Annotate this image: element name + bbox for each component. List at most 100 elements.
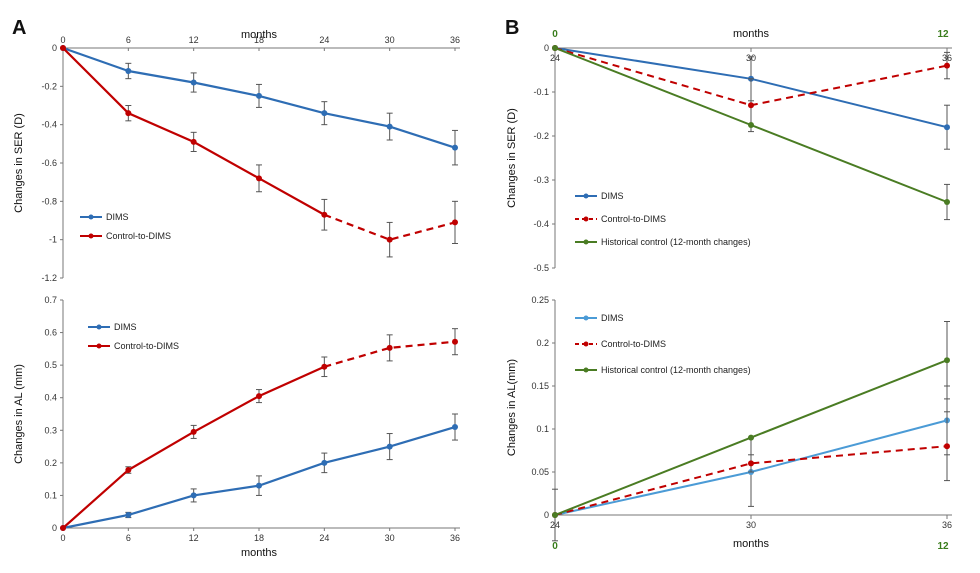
- B-bottom-y-title: Changes in AL(mm): [506, 359, 518, 456]
- A-top-data-point: [452, 144, 458, 151]
- B-top-y-tick-label: -0.2: [533, 131, 549, 141]
- A-bottom-data-point: [256, 482, 262, 489]
- B-bottom-x-tick-label: 36: [942, 520, 952, 530]
- B-bottom-legend-label: DIMS: [601, 313, 624, 323]
- A-bottom-data-point: [386, 344, 393, 351]
- B-top-data-point: [748, 102, 754, 109]
- A-top-data-point: [125, 110, 132, 117]
- A-top-data-point: [386, 123, 393, 130]
- A-bottom-x-tick-label: 6: [126, 533, 131, 543]
- A-bottom-series-line-dashed-1: [324, 340, 456, 368]
- B-top-x-title: months: [733, 28, 770, 40]
- B-bottom-green-tick-label: 0: [552, 541, 558, 552]
- A-top-x-tick-label: 18: [254, 35, 264, 45]
- B-bottom-y-tick-label: 0: [544, 510, 549, 520]
- A-bottom-legend-marker: [96, 343, 102, 349]
- A-top-data-point: [386, 236, 393, 243]
- B-top-green-tick-label: 12: [937, 29, 949, 40]
- B-top-y-tick-label: -0.3: [533, 175, 549, 185]
- A-top-y-tick-label: -1: [49, 235, 57, 245]
- plots: 0 -0.2 -0.4 -0.6 -0.8 -1 -1.2 0 6 12 18 24 30 36 month…: [13, 28, 952, 559]
- B-top-legend-marker: [583, 216, 589, 222]
- B-top-legend-label: Control-to-DIMS: [601, 214, 666, 224]
- panel-b-letter: B: [505, 17, 519, 39]
- A-top-data-point: [60, 45, 66, 51]
- A-bottom-legend-marker: [96, 324, 102, 330]
- A-top-y-tick-label: -0.6: [41, 158, 57, 168]
- B-top-y-title: Changes in SER (D): [506, 108, 518, 208]
- B-top-y-tick-label: -0.5: [533, 263, 549, 273]
- B-top-green-tick-label: 0: [552, 29, 558, 40]
- A-bottom-data-point: [125, 511, 132, 518]
- B-bottom-x-tick-label: 30: [746, 520, 756, 530]
- A-bottom-data-point: [256, 393, 262, 400]
- A-bottom-data-point: [386, 443, 393, 450]
- A-bottom-data-point: [60, 525, 66, 531]
- panel-a-letter: A: [12, 17, 26, 39]
- A-top-data-point: [256, 92, 262, 99]
- A-bottom-x-title: months: [241, 547, 278, 559]
- A-top-legend-marker: [88, 214, 94, 220]
- A-top-data-point: [190, 79, 197, 86]
- A-top-x-tick-label: 30: [385, 35, 395, 45]
- B-top-data-point: [552, 45, 558, 51]
- B-top-legend-label: DIMS: [601, 191, 624, 201]
- A-bottom-legend-label: DIMS: [114, 322, 137, 332]
- A-top-y-tick-label: -1.2: [41, 273, 57, 283]
- B-bottom-data-point: [748, 434, 754, 441]
- A-top-x-tick-label: 24: [319, 35, 329, 45]
- A-bottom-x-tick-label: 24: [319, 533, 329, 543]
- A-top-x-tick-label: 6: [126, 35, 131, 45]
- A-top-x-title: months: [241, 29, 278, 41]
- A-bottom-y-title: Changes in AL (mm): [13, 364, 25, 464]
- A-bottom-y-tick-label: 0.1: [44, 490, 57, 500]
- A-bottom-data-point: [321, 459, 328, 466]
- A-bottom-data-point: [452, 338, 458, 345]
- A-top-data-point: [321, 211, 328, 218]
- A-bottom-series-line-1: [62, 365, 325, 529]
- B-bottom-y-tick-label: 0.25: [531, 295, 549, 305]
- A-top-x-tick-label: 0: [60, 35, 65, 45]
- A-bottom-data-point: [125, 467, 132, 474]
- B-top-x-tick-label: 24: [550, 53, 560, 63]
- B-top-data-point: [748, 122, 754, 128]
- B-bottom-y-tick-label: 0.1: [536, 424, 549, 434]
- B-bottom-data-point: [944, 443, 950, 450]
- B-bottom-green-tick-label: 12: [937, 541, 949, 552]
- A-top-legend-label: Control-to-DIMS: [106, 231, 171, 241]
- B-bottom-data-point: [552, 512, 558, 518]
- B-top-data-point: [944, 62, 950, 69]
- A-bottom-y-tick-label: 0.6: [44, 328, 57, 338]
- A-top-data-point: [452, 219, 458, 226]
- A-bottom-data-point: [321, 363, 328, 370]
- A-bottom-y-tick-label: 0.2: [44, 458, 57, 468]
- A-top-legend-label: DIMS: [106, 212, 129, 222]
- B-top-legend-marker: [583, 239, 589, 245]
- B-bottom-legend-label: Control-to-DIMS: [601, 339, 666, 349]
- B-top-legend-marker: [583, 193, 589, 199]
- B-bottom-data-point: [944, 357, 950, 364]
- A-top-data-point: [256, 175, 262, 182]
- B-bottom-legend-marker: [583, 367, 589, 373]
- A-top-series-line-dashed-1: [323, 213, 456, 241]
- B-bottom-legend-marker: [583, 315, 589, 321]
- A-top-y-tick-label: -0.2: [41, 81, 57, 91]
- B-bottom-y-tick-label: 0.05: [531, 467, 549, 477]
- B-bottom-data-point: [748, 460, 754, 467]
- A-bottom-x-tick-label: 0: [60, 533, 65, 543]
- B-top-data-point: [944, 124, 950, 131]
- A-bottom-x-tick-label: 18: [254, 533, 264, 543]
- A-top-data-point: [321, 110, 328, 117]
- A-bottom-x-tick-label: 12: [189, 533, 199, 543]
- B-bottom-legend-label: Historical control (12-month changes): [601, 365, 751, 375]
- A-bottom-y-tick-label: 0: [52, 523, 57, 533]
- B-top-data-point: [944, 199, 950, 205]
- B-bottom-y-tick-label: 0.15: [531, 381, 549, 391]
- A-bottom-data-point: [452, 424, 458, 431]
- A-bottom-x-tick-label: 30: [385, 533, 395, 543]
- A-top-y-tick-label: -0.4: [41, 120, 57, 130]
- A-bottom-y-tick-label: 0.7: [44, 295, 57, 305]
- A-top-y-title: Changes in SER (D): [13, 113, 25, 213]
- B-top-legend-label: Historical control (12-month changes): [601, 237, 751, 247]
